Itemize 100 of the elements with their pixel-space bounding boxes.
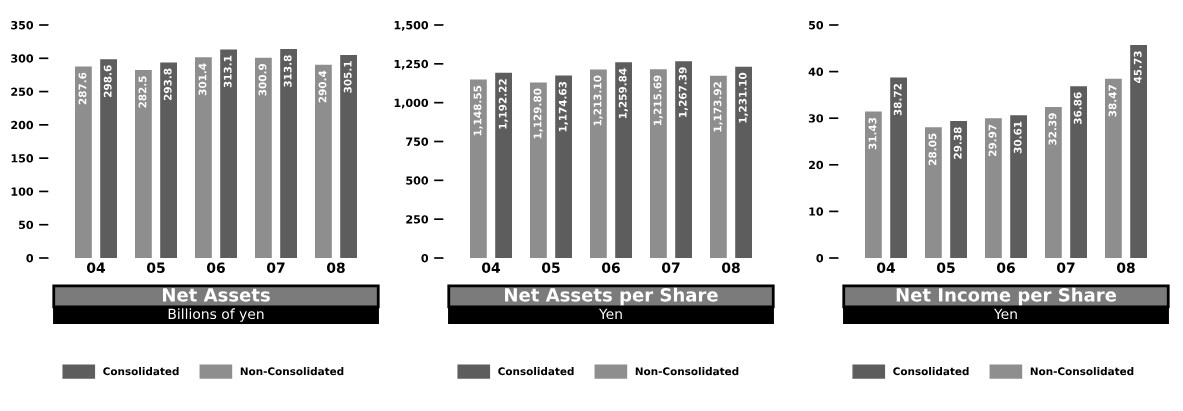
data-label: 36.86 — [1073, 92, 1082, 125]
text: Yen — [598, 308, 622, 320]
x-tick-label: 07 — [1057, 262, 1075, 273]
y-tick-label: 750 — [406, 137, 429, 146]
y-tick-label: 0 — [26, 253, 34, 263]
bar — [315, 64, 332, 258]
bar — [1130, 44, 1147, 258]
y-tick-label: 50 — [19, 220, 34, 230]
legend-label: Consolidated — [498, 367, 574, 376]
data-label: 305.1 — [343, 61, 352, 93]
bar — [555, 75, 572, 258]
x-tick-label: 05 — [937, 262, 955, 273]
bar — [590, 69, 607, 258]
y-tick-label: 1,500 — [394, 20, 429, 31]
data-label: 29.38 — [953, 127, 962, 159]
data-label: 300.9 — [258, 63, 267, 96]
legend-label: Non-Consolidated — [635, 367, 739, 376]
y-tick-label: 300 — [11, 54, 34, 63]
bar — [650, 69, 667, 258]
data-label: 38.72 — [893, 84, 902, 116]
x-tick-label: 07 — [662, 262, 680, 273]
bar — [280, 49, 297, 258]
data-label: 32.39 — [1048, 113, 1057, 145]
x-tick-label: 04 — [87, 262, 106, 273]
text: Net Assets per Share — [505, 287, 718, 306]
bar — [135, 69, 152, 258]
y-tick-label: 100 — [11, 187, 34, 196]
y-tick-label: 30 — [808, 114, 824, 123]
text: Billions of yen — [168, 308, 264, 322]
legend-label: Consolidated — [893, 367, 969, 376]
bar — [340, 54, 357, 258]
data-label: 29.97 — [988, 124, 997, 157]
data-label: 298.6 — [103, 65, 112, 97]
data-label: 1,215.69 — [653, 75, 663, 125]
text: Net Assets — [162, 288, 270, 302]
bar — [950, 121, 967, 258]
data-label: 290.4 — [318, 70, 327, 103]
data-label: 301.4 — [198, 63, 207, 96]
bar — [255, 57, 272, 258]
x-tick-label: 08 — [327, 262, 345, 273]
y-tick-label: 250 — [11, 87, 34, 96]
x-tick-label: 06 — [997, 262, 1015, 273]
x-tick-label: 08 — [1117, 262, 1135, 273]
data-label: 38.47 — [1108, 85, 1117, 117]
y-tick-label: 500 — [406, 176, 429, 185]
bar — [160, 62, 177, 258]
bar — [220, 49, 237, 258]
y-tick-label: 200 — [11, 120, 34, 130]
bar — [495, 72, 512, 258]
bar — [1010, 115, 1027, 258]
bar — [195, 57, 212, 258]
data-label: 282.5 — [138, 76, 147, 108]
x-tick-label: 06 — [602, 262, 620, 273]
y-tick-label: 150 — [11, 154, 34, 163]
bar — [1045, 107, 1062, 258]
bar — [1070, 86, 1087, 258]
data-label: 1,192.22 — [498, 79, 508, 129]
y-tick-label: 40 — [808, 67, 824, 76]
text: Yen — [993, 308, 1017, 320]
bar — [675, 61, 692, 258]
data-label: 31.43 — [868, 117, 877, 150]
data-label: 1,213.10 — [593, 75, 603, 126]
data-label: 1,129.80 — [533, 88, 543, 139]
data-label: 1,259.84 — [618, 68, 628, 119]
data-label: 1,173.92 — [713, 82, 723, 132]
bar — [470, 79, 487, 258]
legend-label: Non-Consolidated — [1030, 367, 1134, 376]
bar — [865, 111, 882, 258]
y-tick-label: 1,250 — [394, 59, 429, 70]
x-tick-label: 05 — [542, 262, 560, 273]
legend-label: Consolidated — [103, 367, 179, 376]
x-tick-label: 04 — [877, 262, 896, 273]
y-tick-label: 0 — [421, 253, 429, 263]
bar — [615, 62, 632, 258]
y-tick-label: 1,000 — [394, 98, 429, 109]
bar — [530, 82, 547, 258]
x-tick-label: 04 — [482, 262, 501, 273]
text: Net Income per Share — [896, 287, 1117, 306]
x-tick-label: 07 — [267, 262, 285, 273]
data-label: 45.73 — [1133, 51, 1142, 83]
data-label: 30.61 — [1013, 121, 1022, 154]
bar — [75, 66, 92, 258]
legend-label: Non-Consolidated — [240, 367, 344, 376]
bar — [710, 75, 727, 258]
bar — [890, 77, 907, 258]
bar — [925, 127, 942, 258]
y-tick-label: 250 — [406, 215, 429, 224]
x-tick-label: 08 — [722, 262, 740, 273]
bar — [1105, 78, 1122, 258]
y-tick-label: 0 — [816, 253, 824, 263]
y-tick-label: 10 — [809, 207, 824, 216]
y-tick-label: 20 — [809, 160, 824, 170]
bar — [735, 66, 752, 258]
bar — [985, 118, 1002, 258]
x-tick-label: 06 — [207, 262, 225, 273]
data-label: 1,174.63 — [558, 81, 568, 132]
data-label: 1,148.55 — [473, 85, 483, 136]
y-tick-label: 350 — [11, 20, 34, 30]
data-label: 28.05 — [928, 133, 937, 165]
data-label: 287.6 — [78, 72, 87, 105]
